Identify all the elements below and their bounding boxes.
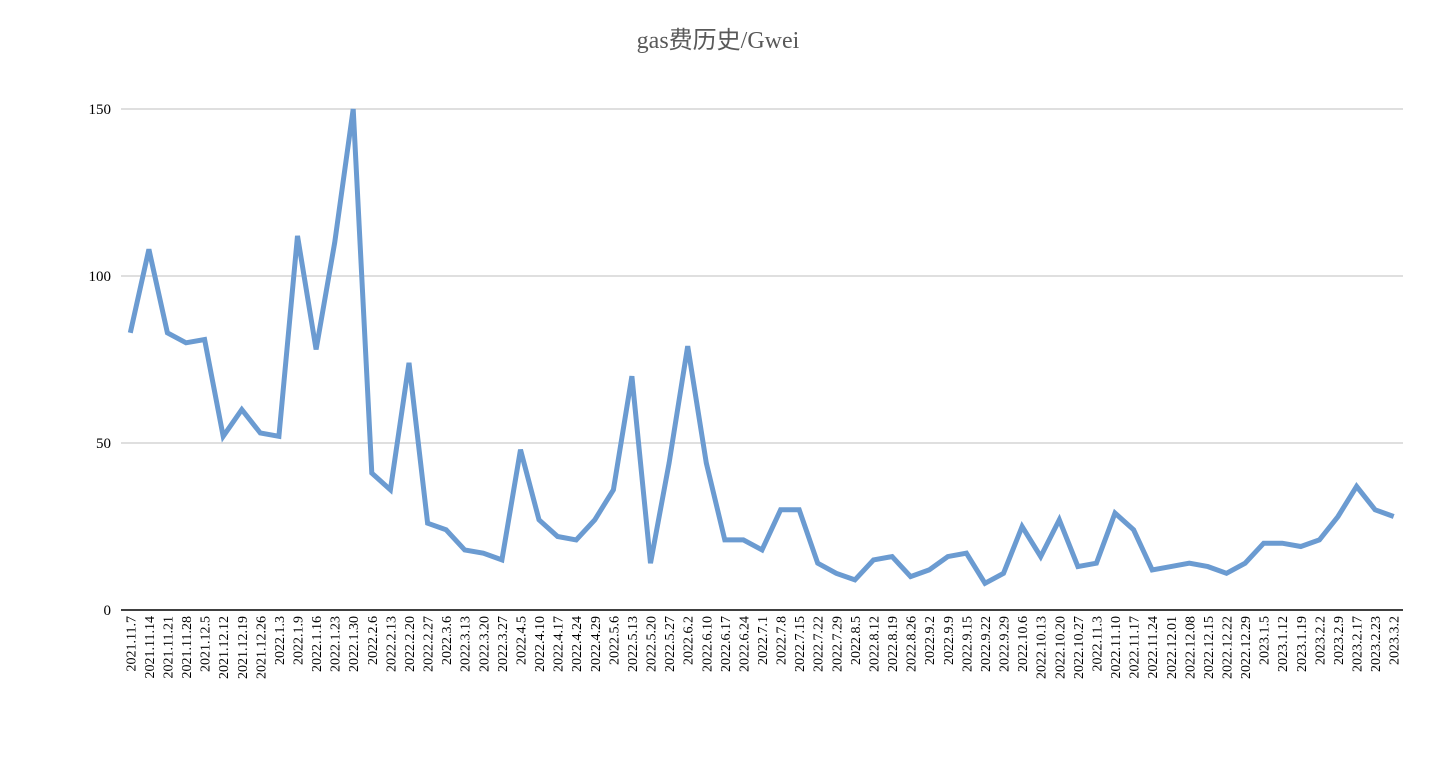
x-tick-label: 2022.7.1	[756, 616, 771, 665]
x-tick-label: 2022.3.13	[459, 616, 474, 672]
x-tick-label: 2022.10.6	[1016, 616, 1031, 672]
x-tick-label: 2022.8.5	[849, 616, 864, 665]
y-tick-label: 50	[96, 436, 111, 452]
x-tick-label: 2022.8.26	[905, 616, 920, 672]
x-tick-label: 2022.4.17	[552, 616, 567, 672]
x-tick-label: 2023.1.5	[1258, 616, 1273, 665]
x-tick-label: 2023.2.9	[1332, 616, 1347, 665]
x-tick-label: 2022.6.2	[682, 616, 697, 665]
x-tick-label: 2022.7.8	[775, 616, 790, 665]
x-tick-label: 2022.2.13	[384, 616, 399, 672]
x-tick-label: 2022.8.12	[867, 616, 882, 672]
x-tick-label: 2023.3.2	[1388, 616, 1403, 665]
x-tick-label: 2022.6.17	[719, 616, 734, 672]
x-tick-label: 2022.7.29	[830, 616, 845, 672]
x-tick-label: 2022.12.22	[1220, 616, 1235, 679]
x-tick-label: 2022.9.9	[942, 616, 957, 665]
x-tick-label: 2022.4.24	[570, 616, 585, 672]
x-tick-label: 2021.11.21	[161, 616, 176, 678]
x-tick-label: 2023.1.12	[1276, 616, 1291, 672]
x-tick-label: 2021.11.7	[124, 616, 139, 671]
x-tick-label: 2022.2.6	[366, 616, 381, 665]
x-tick-label: 2022.11.10	[1109, 616, 1124, 678]
x-tick-label: 2022.1.30	[347, 616, 362, 672]
x-tick-label: 2023.2.23	[1369, 616, 1384, 672]
x-tick-label: 2022.3.27	[496, 616, 511, 672]
x-tick-label: 2023.2.2	[1313, 616, 1328, 665]
x-tick-label: 2021.12.19	[236, 616, 251, 679]
x-tick-label: 2022.1.9	[292, 616, 307, 665]
x-tick-label: 2022.10.13	[1035, 616, 1050, 679]
x-tick-label: 2023.2.17	[1351, 616, 1366, 672]
chart-title: gas费历史/Gwei	[637, 27, 800, 54]
x-tick-label: 2022.5.20	[645, 616, 660, 672]
x-tick-label: 2022.9.2	[923, 616, 938, 665]
x-tick-label: 2021.11.28	[180, 616, 195, 678]
x-tick-label: 2022.7.22	[812, 616, 827, 672]
x-tick-label: 2023.1.19	[1295, 616, 1310, 672]
x-tick-label: 2021.11.14	[143, 616, 158, 678]
x-tick-label: 2022.12.08	[1183, 616, 1198, 679]
x-tick-label: 2022.6.24	[737, 616, 752, 672]
data-line	[127, 108, 1395, 587]
x-tick-label: 2022.5.6	[607, 616, 622, 665]
x-tick-label: 2022.5.13	[626, 616, 641, 672]
x-tick-label: 2022.12.15	[1202, 616, 1217, 679]
x-tick-label: 2022.8.19	[886, 616, 901, 672]
x-tick-label: 2022.10.20	[1053, 616, 1068, 679]
x-tick-label: 2021.12.26	[254, 616, 269, 679]
x-tick-label: 2022.1.16	[310, 616, 325, 672]
x-tick-label: 2022.12.29	[1239, 616, 1254, 679]
x-tick-label: 2022.11.24	[1146, 616, 1161, 678]
x-tick-label: 2022.4.29	[589, 616, 604, 672]
x-tick-label: 2022.11.3	[1090, 616, 1105, 671]
y-tick-label: 150	[89, 102, 112, 118]
x-tick-label: 2022.3.20	[477, 616, 492, 672]
x-tick-label: 2022.4.10	[533, 616, 548, 672]
x-tick-label: 2022.2.27	[422, 616, 437, 672]
x-tick-label: 2022.7.15	[793, 616, 808, 672]
x-tick-label: 2022.1.3	[273, 616, 288, 665]
x-tick-label: 2022.6.10	[700, 616, 715, 672]
x-tick-label: 2022.9.29	[998, 616, 1013, 672]
x-tick-label: 2022.9.22	[979, 616, 994, 672]
x-tick-label: 2022.11.17	[1128, 616, 1143, 678]
x-tick-label: 2022.12.01	[1165, 616, 1180, 679]
x-tick-label: 2022.1.23	[329, 616, 344, 672]
x-tick-label: 2021.12.5	[199, 616, 214, 672]
y-tick-label: 100	[89, 269, 112, 285]
y-tick-label: 0	[104, 603, 112, 619]
x-tick-label: 2022.4.5	[514, 616, 529, 665]
x-tick-label: 2022.3.6	[440, 616, 455, 665]
x-tick-label: 2022.5.27	[663, 616, 678, 672]
x-tick-label: 2022.2.20	[403, 616, 418, 672]
x-tick-label: 2021.12.12	[217, 616, 232, 679]
x-tick-label: 2022.9.15	[960, 616, 975, 672]
x-tick-label: 2022.10.27	[1072, 616, 1087, 679]
